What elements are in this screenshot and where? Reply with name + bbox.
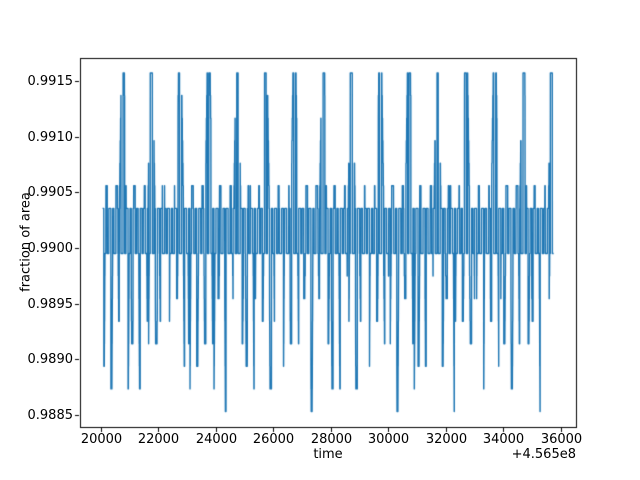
x-axis-offset-text: +4.565e8 — [511, 447, 576, 462]
x-axis-label: time — [313, 447, 343, 462]
y-axis-label: fraction of area — [18, 192, 34, 292]
